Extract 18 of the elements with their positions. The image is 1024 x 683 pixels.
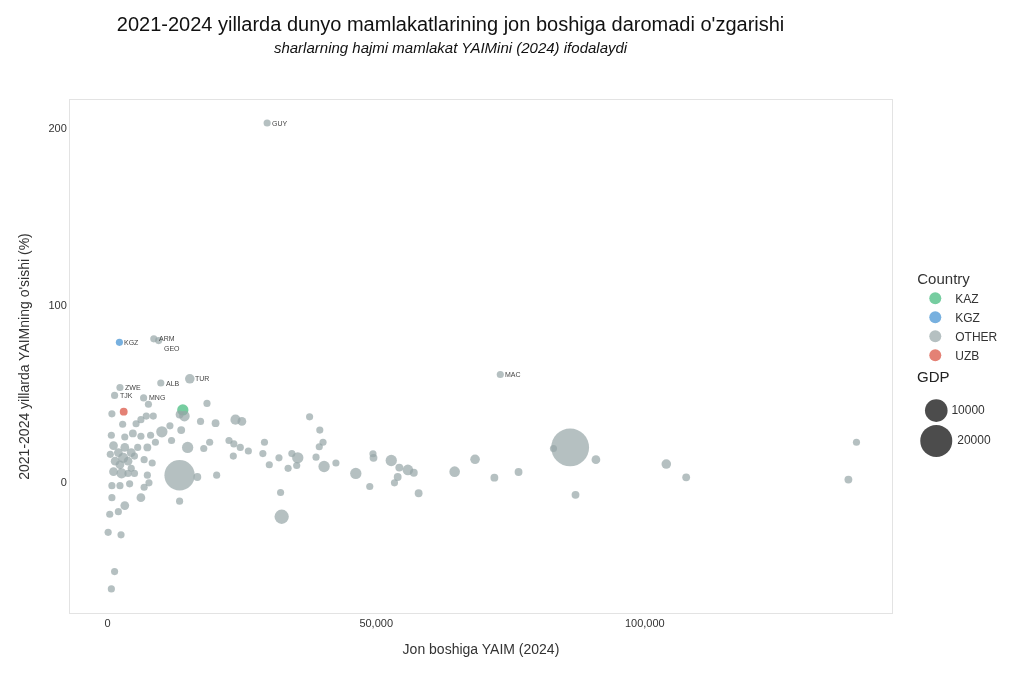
legend-label: KAZ bbox=[955, 291, 979, 306]
y-tick-label: 200 bbox=[48, 122, 67, 135]
x-tick-label: 100,000 bbox=[624, 617, 665, 630]
chart-title: 2021-2024 yillarda dunyo mamlakatlarining jon boshiga daromadi o'zgarishi bbox=[116, 12, 785, 35]
legend-label: UZB bbox=[955, 348, 980, 363]
legend-label: 20000 bbox=[957, 432, 991, 447]
legend-label: OTHER bbox=[955, 329, 998, 344]
text: GDP bbox=[917, 368, 950, 385]
y-tick-label: 0 bbox=[60, 475, 67, 488]
y-axis-title: 2021-2024 yillarda YAIMning o'sishi (%) bbox=[16, 233, 33, 480]
x-axis-title: Jon boshiga YAIM (2024) bbox=[402, 640, 560, 657]
x-tick-label: 50,000 bbox=[359, 617, 394, 630]
y-tick-label: 100 bbox=[48, 299, 67, 312]
legend-label: KGZ bbox=[955, 310, 980, 325]
legend-title: Country bbox=[917, 269, 971, 287]
x-tick-label: 0 bbox=[104, 617, 111, 630]
legend-label: 10000 bbox=[951, 402, 986, 417]
chart-subtitle: sharlarning hajmi mamlakat YAIMini (2024) ifodalaydi bbox=[273, 38, 628, 56]
